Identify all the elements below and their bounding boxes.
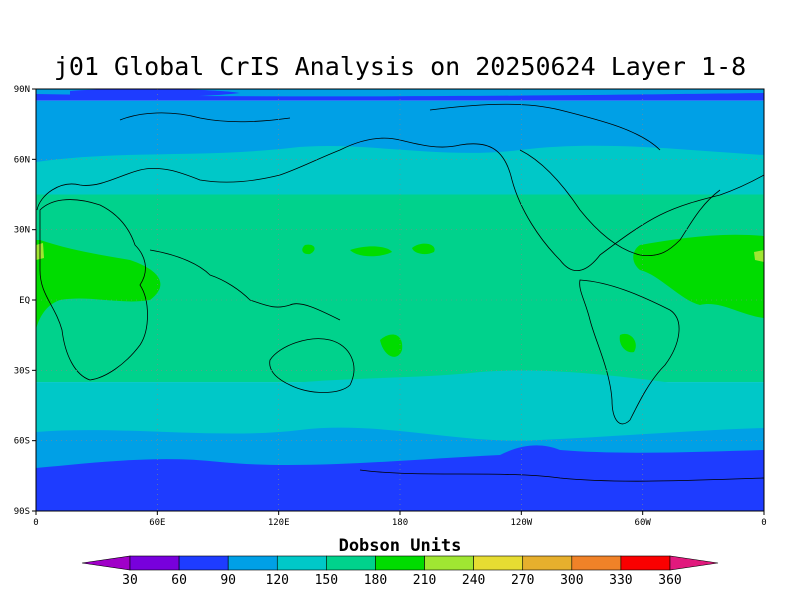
colorbar-swatch [620, 555, 671, 571]
map-gridlines [36, 89, 764, 511]
lat-tick-label: 90N [14, 85, 30, 95]
lat-tick-label: 60S [14, 437, 30, 447]
lat-tick-label: 30N [14, 226, 30, 236]
australia-coast [269, 338, 355, 393]
colorbar-high-arrow [669, 555, 719, 571]
arctic-coast [429, 103, 661, 151]
lat-tick-label: 30S [14, 366, 30, 376]
colorbar-swatch [227, 555, 278, 571]
latitude-tick-labels: 90N 60N 30N EQ 30S 60S 90S [14, 85, 36, 517]
map-title: j01 Global CrIS Analysis on 20250624 Lay… [53, 52, 747, 81]
east-yellow-edge [754, 250, 764, 262]
lon-tick-label: 0 [761, 518, 766, 528]
longitude-tick-labels: 0 60E 120E 180 120W 60W 0 [33, 511, 767, 528]
lat-tick-label: 60N [14, 155, 30, 165]
colorbar-units-label: Dobson Units [338, 536, 462, 556]
south-asia-coast [149, 249, 341, 321]
colorbar-swatch [375, 555, 425, 571]
north-america-coast [519, 149, 721, 257]
brazil-patch [619, 333, 636, 353]
lon-tick-label: 0 [33, 518, 38, 528]
africa-green-patch [36, 240, 161, 330]
south-america-coast [579, 279, 680, 425]
pacific-patch-south [380, 334, 403, 357]
lon-tick-label: 120E [268, 518, 290, 528]
pacific-dot-3 [412, 243, 435, 255]
coastlines [36, 103, 765, 482]
colorbar-swatch [129, 555, 180, 571]
lat-tick-label: 90S [14, 507, 30, 517]
colorbar-swatch [276, 555, 327, 571]
north-coast [36, 137, 765, 272]
colorbar-tick-label: 300 [560, 573, 583, 588]
colorbar-tick-labels: 30 60 90 120 150 180 210 240 270 300 330 360 [122, 573, 682, 588]
lon-tick-label: 120W [510, 518, 532, 528]
antarctica-coast [359, 469, 765, 482]
colorbar-tick-label: 180 [364, 573, 387, 588]
pacific-dot-1 [302, 244, 315, 255]
north-pole-low [70, 88, 240, 98]
colorbar-swatch [326, 555, 376, 571]
colorbar-tick-label: 330 [609, 573, 632, 588]
colorbar-tick-label: 120 [266, 573, 289, 588]
colorbar-tick-label: 30 [122, 573, 138, 588]
lon-tick-label: 60E [149, 518, 165, 528]
colorbar-swatch [424, 555, 474, 571]
lon-tick-label: 60W [635, 518, 652, 528]
colorbar-low-arrow [81, 555, 131, 571]
africa-coast [39, 199, 148, 381]
colorbar-tick-label: 240 [462, 573, 485, 588]
colorbar-swatches [81, 555, 719, 571]
lon-tick-label: 180 [392, 518, 408, 528]
colorbar-swatch [571, 555, 622, 571]
colorbar-swatch [473, 555, 524, 571]
atlantic-green-patch [633, 234, 764, 318]
eurasia-north-coast [119, 112, 291, 123]
colorbar-swatch [522, 555, 573, 571]
pacific-dot-2 [350, 246, 392, 257]
colorbar-tick-label: 210 [413, 573, 436, 588]
ozone-map: 90N 60N 30N EQ 30S 60S 90S 0 60E 120E 180 120W 60W 0 [14, 85, 767, 528]
colorbar-tick-label: 90 [220, 573, 236, 588]
lat-tick-label: EQ [19, 296, 30, 306]
colorbar-tick-label: 150 [315, 573, 338, 588]
colorbar-tick-label: 60 [171, 573, 187, 588]
colorbar-tick-label: 360 [658, 573, 681, 588]
antarctic-low [36, 445, 764, 511]
colorbar-swatch [178, 555, 229, 571]
colorbar-tick-label: 270 [511, 573, 534, 588]
